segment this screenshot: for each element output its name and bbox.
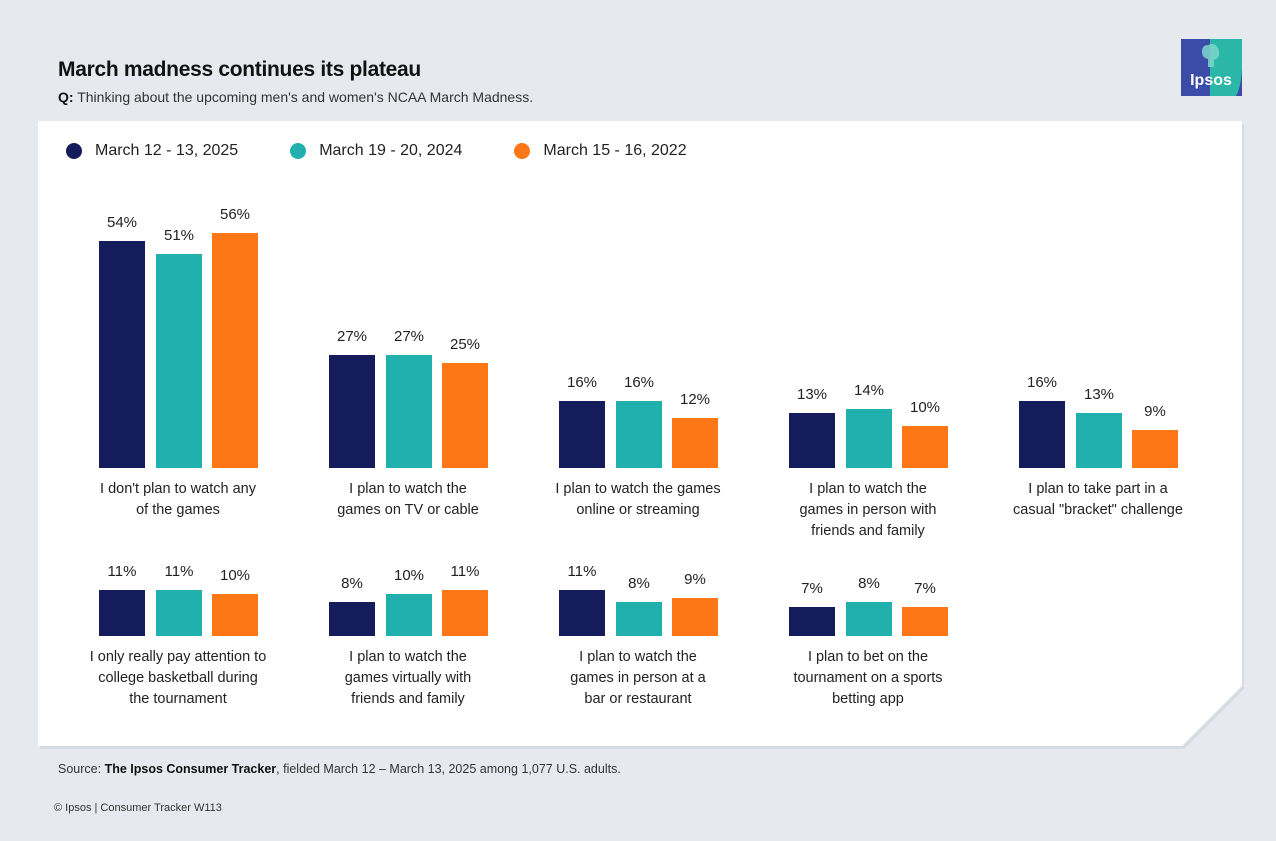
question-body: Thinking about the upcoming men's and wo… <box>77 89 534 105</box>
bar <box>156 253 202 468</box>
data-label: 9% <box>684 571 706 589</box>
bar <box>156 589 202 636</box>
legend-swatch-2024 <box>290 143 307 159</box>
data-label: 8% <box>858 575 880 593</box>
bar <box>846 409 892 468</box>
bar <box>386 354 432 468</box>
legend-item-2025: March 12 - 13, 2025 <box>66 142 238 160</box>
data-label: 8% <box>628 575 650 593</box>
bar <box>329 354 375 468</box>
legend-swatch-2025 <box>66 143 82 159</box>
legend-label-2022: March 15 - 16, 2022 <box>543 142 687 159</box>
bar <box>672 417 718 468</box>
data-label: 11% <box>567 562 597 580</box>
question-prefix: Q: <box>58 89 74 105</box>
data-label: 13% <box>1083 386 1115 404</box>
bar <box>1132 430 1178 468</box>
data-label: 16% <box>1026 373 1058 391</box>
data-label: 27% <box>336 327 368 345</box>
category-label: I plan to watch the games in person with f… <box>799 481 937 539</box>
category-label: I plan to take part in a casual "bracket"… <box>1013 481 1183 518</box>
logo-text: Ipsos <box>1190 72 1232 89</box>
chart-title: March madness continues its plateau <box>58 58 421 81</box>
question-text: Q: Thinking about the upcoming men's and… <box>58 89 533 105</box>
bar <box>902 426 948 468</box>
bar <box>1076 413 1122 468</box>
data-label: 7% <box>801 579 823 597</box>
legend-label-2025: March 12 - 13, 2025 <box>95 142 239 159</box>
source-name: The Ipsos Consumer Tracker <box>104 762 277 776</box>
data-label: 54% <box>106 214 138 232</box>
data-label: 14% <box>853 382 885 400</box>
data-label: 11% <box>450 562 480 580</box>
data-label: 27% <box>393 327 425 345</box>
bar <box>212 232 258 468</box>
bar <box>559 589 605 636</box>
bar <box>616 400 662 468</box>
source-note: Source: The Ipsos Consumer Tracker, fiel… <box>58 762 621 776</box>
copyright: © Ipsos | Consumer Tracker W113 <box>54 802 222 814</box>
bar <box>559 400 605 468</box>
legend-item-2022: March 15 - 16, 2022 <box>514 142 687 160</box>
bar <box>616 602 662 636</box>
legend-label-2024: March 19 - 20, 2024 <box>319 142 463 159</box>
data-label: 10% <box>909 399 941 416</box>
ipsos-logo: Ipsos <box>1181 39 1242 96</box>
data-label: 11% <box>107 562 137 580</box>
bar <box>672 598 718 636</box>
data-label: 12% <box>679 390 711 408</box>
ipsos-logo-icon: Ipsos <box>1181 39 1242 96</box>
data-label: 7% <box>914 579 936 597</box>
data-label: 11% <box>164 562 194 580</box>
source-detail: , fielded March 12 – March 13, 2025 amon… <box>276 762 621 776</box>
data-label: 8% <box>341 575 363 593</box>
legend: March 12 - 13, 2025 March 19 - 20, 2024 … <box>66 142 739 160</box>
source-prefix: Source: <box>58 762 105 776</box>
bar <box>846 602 892 636</box>
bar <box>789 606 835 636</box>
data-label: 56% <box>219 205 251 223</box>
bar <box>99 589 145 636</box>
category-label: I don't plan to watch any of the games <box>100 481 256 518</box>
bar <box>329 602 375 636</box>
legend-swatch-2022 <box>514 143 531 159</box>
data-label: 16% <box>566 373 598 391</box>
data-label: 25% <box>449 336 481 353</box>
category-label: I plan to bet on the tournament on a spor… <box>793 649 943 707</box>
bar <box>442 363 488 468</box>
bar <box>212 594 258 636</box>
bar <box>902 606 948 636</box>
data-label: 16% <box>623 373 655 391</box>
data-label: 51% <box>163 226 195 244</box>
data-label: 13% <box>796 386 828 404</box>
bar <box>789 413 835 468</box>
data-label: 9% <box>1144 403 1166 421</box>
category-label: I plan to watch the games on TV or cable <box>337 481 479 518</box>
legend-item-2024: March 19 - 20, 2024 <box>290 142 462 160</box>
data-label: 10% <box>219 567 251 584</box>
bar <box>386 594 432 636</box>
category-label: I plan to watch the games online or strea… <box>555 481 721 518</box>
bar <box>1019 400 1065 468</box>
data-label: 10% <box>393 567 425 584</box>
bar <box>99 241 145 468</box>
category-label: I only really pay attention to college ba… <box>89 649 267 707</box>
category-label: I plan to watch the games virtually with f… <box>344 649 472 707</box>
bar <box>442 589 488 636</box>
